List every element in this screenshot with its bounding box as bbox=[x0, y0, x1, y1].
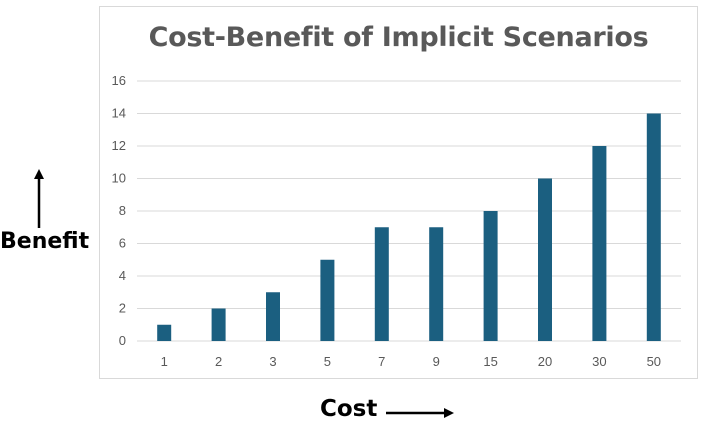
x-tick-label: 7 bbox=[378, 354, 385, 369]
y-tick-label: 16 bbox=[112, 73, 126, 88]
y-tick-label: 12 bbox=[112, 138, 126, 153]
bar bbox=[538, 178, 552, 341]
bar bbox=[592, 146, 607, 341]
bar bbox=[266, 292, 280, 341]
y-tick-label: 8 bbox=[119, 203, 126, 218]
x-tick-label: 2 bbox=[215, 354, 222, 369]
x-tick-label: 50 bbox=[647, 354, 661, 369]
bar bbox=[646, 113, 661, 341]
bar bbox=[374, 227, 389, 341]
up-arrow-icon bbox=[34, 169, 44, 228]
y-tick-label: 6 bbox=[119, 236, 126, 251]
bar bbox=[157, 324, 172, 341]
bar bbox=[320, 259, 335, 341]
y-tick-label: 10 bbox=[112, 171, 126, 186]
x-tick-label: 20 bbox=[538, 354, 552, 369]
x-tick-label: 1 bbox=[161, 354, 168, 369]
right-arrow-icon bbox=[386, 408, 454, 418]
x-axis-label: Cost bbox=[320, 396, 378, 422]
bar bbox=[211, 308, 226, 341]
chart-title: Cost-Benefit of Implicit Scenarios bbox=[148, 22, 649, 53]
y-tick-label: 4 bbox=[119, 268, 126, 283]
x-tick-label: 15 bbox=[483, 354, 497, 369]
bar bbox=[429, 227, 444, 341]
y-axis-label: Benefit bbox=[0, 229, 90, 254]
x-tick-label: 9 bbox=[433, 354, 440, 369]
y-tick-label: 0 bbox=[119, 333, 126, 348]
bar bbox=[483, 211, 498, 341]
x-tick-label: 3 bbox=[269, 354, 276, 369]
x-tick-label: 30 bbox=[592, 354, 606, 369]
y-tick-label: 14 bbox=[112, 106, 126, 121]
x-tick-label: 5 bbox=[324, 354, 331, 369]
y-tick-label: 2 bbox=[119, 301, 126, 316]
